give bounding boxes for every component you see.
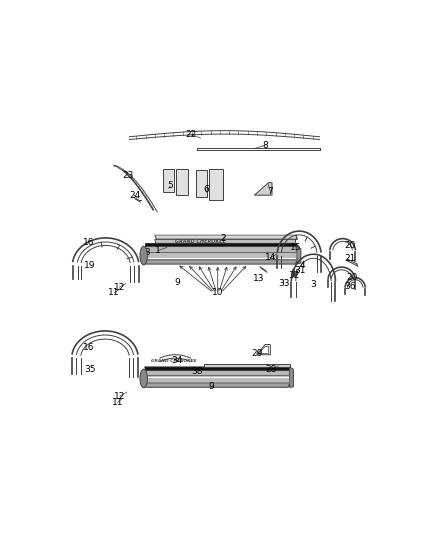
Text: 11: 11	[112, 398, 124, 407]
Text: 24: 24	[129, 191, 140, 200]
Polygon shape	[155, 239, 296, 244]
Text: 4: 4	[300, 261, 305, 270]
Text: 35: 35	[85, 365, 96, 374]
Text: 15: 15	[290, 243, 301, 252]
Polygon shape	[204, 364, 290, 367]
Text: 31: 31	[294, 265, 306, 274]
Text: 3: 3	[310, 280, 316, 289]
Polygon shape	[145, 260, 297, 264]
Text: GRAND CHEROKEE: GRAND CHEROKEE	[175, 239, 226, 244]
Text: 22: 22	[185, 130, 196, 139]
Polygon shape	[145, 370, 290, 375]
Ellipse shape	[140, 246, 148, 265]
FancyBboxPatch shape	[196, 170, 207, 197]
Text: 16: 16	[83, 238, 95, 246]
Text: 7: 7	[268, 187, 273, 196]
FancyBboxPatch shape	[162, 168, 173, 192]
Text: 10: 10	[212, 288, 223, 297]
FancyBboxPatch shape	[176, 168, 188, 195]
Text: 16: 16	[83, 343, 95, 352]
Text: 8: 8	[262, 141, 268, 150]
Text: 23: 23	[122, 171, 134, 180]
Text: 9: 9	[208, 382, 214, 391]
Text: 12: 12	[113, 282, 125, 292]
Text: 12: 12	[114, 392, 126, 401]
Text: 13: 13	[253, 274, 264, 283]
FancyBboxPatch shape	[209, 169, 223, 199]
Polygon shape	[297, 246, 301, 264]
Text: GRAND CHEROKEE: GRAND CHEROKEE	[152, 359, 197, 363]
Text: 19: 19	[84, 261, 95, 270]
Text: 32: 32	[288, 271, 300, 280]
Polygon shape	[145, 367, 290, 370]
Text: 20: 20	[346, 273, 357, 282]
Text: 2: 2	[220, 234, 226, 243]
Text: 33: 33	[278, 279, 290, 288]
Polygon shape	[254, 183, 272, 195]
Ellipse shape	[140, 369, 148, 388]
Text: 9: 9	[174, 278, 180, 287]
Text: 28: 28	[265, 365, 277, 374]
Polygon shape	[145, 383, 290, 387]
Polygon shape	[155, 235, 297, 239]
Text: 38: 38	[191, 367, 203, 376]
Polygon shape	[290, 367, 293, 387]
Text: 5: 5	[167, 182, 173, 190]
Polygon shape	[145, 246, 297, 252]
Text: 38: 38	[139, 248, 151, 257]
Text: 20: 20	[344, 241, 356, 250]
Text: 21: 21	[344, 254, 356, 263]
Text: 29: 29	[251, 349, 262, 358]
Text: 1: 1	[155, 246, 161, 255]
Text: 14: 14	[265, 254, 276, 262]
Polygon shape	[145, 244, 296, 246]
Bar	[291, 272, 295, 276]
Text: 34: 34	[171, 357, 183, 365]
Text: 6: 6	[203, 185, 208, 194]
Text: 11: 11	[108, 288, 120, 297]
Text: 36: 36	[344, 281, 356, 290]
